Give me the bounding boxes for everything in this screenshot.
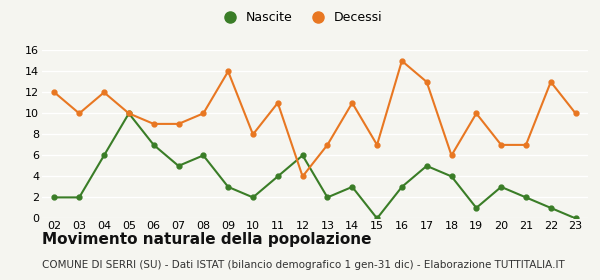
Text: COMUNE DI SERRI (SU) - Dati ISTAT (bilancio demografico 1 gen-31 dic) - Elaboraz: COMUNE DI SERRI (SU) - Dati ISTAT (bilan… — [42, 260, 565, 270]
Legend: Nascite, Decessi: Nascite, Decessi — [212, 6, 388, 29]
Text: Movimento naturale della popolazione: Movimento naturale della popolazione — [42, 232, 371, 248]
